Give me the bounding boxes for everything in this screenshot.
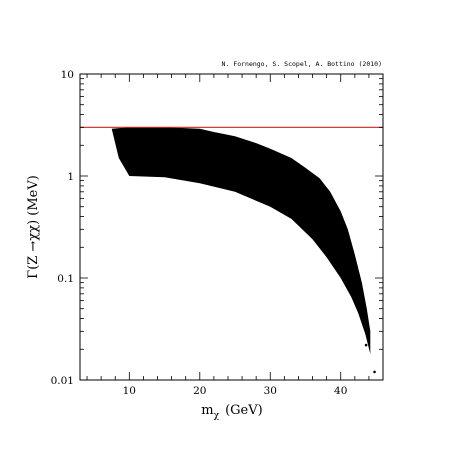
- allowed-region-area: [111, 127, 371, 354]
- data-point: [364, 343, 368, 347]
- x-tick-label: 30: [264, 385, 277, 397]
- x-axis-label-main: m: [201, 403, 213, 418]
- data-point: [373, 370, 376, 374]
- plot-frame: [79, 73, 384, 381]
- y-tick-label: 0.1: [57, 273, 74, 285]
- x-tick-label: 40: [334, 385, 347, 397]
- x-tick-label: 10: [123, 385, 136, 397]
- axis-ticks: [80, 73, 384, 381]
- x-axis-label-unit: (GeV): [225, 403, 263, 418]
- y-tick-label: 0.01: [51, 375, 74, 387]
- credit-annotation: N. Fornengo, S. Scopel, A. Bottino (2010…: [222, 60, 382, 68]
- x-axis-label-subscript: χ: [214, 411, 220, 421]
- x-tick-label: 20: [193, 385, 206, 397]
- y-tick-label: 10: [61, 69, 74, 81]
- y-axis-label: Γ(Z →χχ) (MeV): [26, 175, 41, 279]
- y-tick-label: 1: [67, 171, 74, 183]
- x-axis-label: mχ (GeV): [201, 403, 262, 421]
- data-region: [111, 127, 376, 374]
